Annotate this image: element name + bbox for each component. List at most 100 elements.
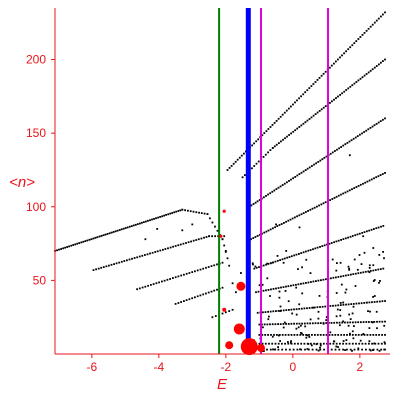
data-point bbox=[332, 304, 334, 307]
data-point bbox=[264, 342, 267, 345]
data-point bbox=[301, 292, 304, 295]
data-point bbox=[133, 257, 136, 259]
data-point bbox=[320, 74, 323, 77]
data-point bbox=[307, 210, 309, 212]
data-point bbox=[257, 290, 260, 293]
data-point bbox=[362, 182, 364, 185]
data-point bbox=[355, 302, 358, 305]
data-point bbox=[353, 82, 356, 85]
data-point bbox=[369, 25, 372, 28]
data-point bbox=[363, 32, 366, 34]
data-point bbox=[285, 348, 287, 351]
data-point bbox=[285, 220, 287, 223]
data-point bbox=[380, 348, 383, 351]
data-point bbox=[287, 300, 290, 303]
data-point bbox=[359, 271, 362, 274]
data-point bbox=[251, 167, 253, 170]
data-point bbox=[356, 268, 359, 271]
data-point bbox=[345, 274, 347, 277]
data-point bbox=[340, 146, 342, 148]
data-point bbox=[182, 242, 185, 245]
data-point bbox=[336, 308, 339, 311]
data-point bbox=[301, 322, 303, 325]
data-point bbox=[328, 242, 331, 245]
data-point bbox=[181, 208, 184, 211]
data-point bbox=[330, 322, 333, 324]
data-point bbox=[257, 138, 260, 141]
data-point bbox=[367, 27, 370, 30]
data-point bbox=[374, 269, 377, 271]
data-point bbox=[316, 306, 319, 309]
data-point bbox=[284, 334, 287, 336]
data-point bbox=[66, 246, 68, 248]
data-point bbox=[372, 296, 374, 298]
data-point bbox=[342, 320, 344, 323]
data-point bbox=[296, 99, 298, 102]
data-point bbox=[126, 259, 128, 262]
data-point bbox=[345, 288, 348, 291]
data-point bbox=[357, 38, 360, 40]
data-point bbox=[288, 256, 291, 258]
data-point bbox=[136, 256, 139, 259]
data-point bbox=[369, 270, 372, 272]
red-marker bbox=[222, 209, 226, 213]
data-point bbox=[283, 321, 286, 324]
data-point bbox=[360, 334, 363, 336]
data-point bbox=[382, 251, 384, 253]
data-point bbox=[287, 285, 290, 288]
data-point bbox=[174, 276, 177, 279]
data-point bbox=[361, 132, 363, 135]
data-point bbox=[285, 109, 288, 112]
data-point bbox=[210, 290, 213, 293]
data-point bbox=[58, 248, 60, 251]
data-point bbox=[294, 176, 297, 178]
data-point bbox=[349, 321, 352, 324]
x-tick-label: 0 bbox=[290, 360, 297, 374]
data-point bbox=[315, 162, 317, 165]
data-point bbox=[280, 140, 282, 143]
data-point bbox=[358, 302, 360, 305]
data-point bbox=[221, 261, 224, 264]
data-point bbox=[373, 66, 376, 69]
data-point bbox=[128, 225, 131, 228]
data-point bbox=[342, 238, 345, 240]
data-point bbox=[377, 121, 380, 124]
data-point bbox=[209, 217, 211, 220]
data-point bbox=[120, 228, 123, 231]
data-point bbox=[372, 264, 375, 267]
data-point bbox=[279, 305, 282, 308]
data-point bbox=[357, 347, 360, 350]
data-point bbox=[347, 236, 349, 239]
data-point bbox=[261, 334, 264, 336]
data-point bbox=[353, 42, 356, 44]
data-point bbox=[384, 172, 386, 174]
data-point bbox=[291, 312, 294, 315]
data-point bbox=[308, 166, 311, 169]
data-point bbox=[114, 230, 117, 233]
data-point bbox=[358, 342, 361, 345]
data-point bbox=[283, 111, 286, 114]
data-point bbox=[277, 323, 279, 325]
data-point bbox=[373, 124, 376, 127]
data-point bbox=[287, 323, 290, 325]
data-point bbox=[366, 180, 369, 183]
data-point bbox=[337, 276, 340, 278]
data-point bbox=[352, 137, 355, 140]
data-point bbox=[361, 348, 363, 351]
data-point bbox=[200, 237, 203, 240]
axes bbox=[51, 8, 390, 358]
data-point bbox=[341, 321, 344, 324]
data-point bbox=[266, 348, 268, 351]
data-point bbox=[300, 252, 303, 254]
data-point bbox=[308, 336, 311, 338]
data-point bbox=[317, 310, 320, 313]
data-point bbox=[309, 322, 311, 325]
data-point bbox=[367, 128, 370, 131]
data-point bbox=[224, 250, 227, 252]
data-point bbox=[312, 306, 314, 309]
x-axis-label: E bbox=[217, 376, 228, 393]
data-point bbox=[343, 334, 345, 336]
data-point bbox=[282, 309, 285, 312]
data-point bbox=[383, 348, 386, 351]
data-point bbox=[342, 301, 345, 304]
